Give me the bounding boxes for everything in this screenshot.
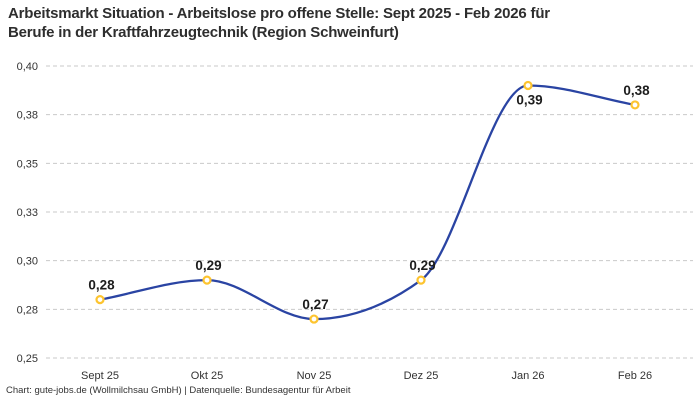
y-axis-tick-label: 0,35 [17,158,38,170]
y-axis-tick-label: 0,40 [17,61,38,73]
data-point-label: 0,27 [302,297,328,312]
chart-title: Arbeitsmarkt Situation - Arbeitslose pro… [8,4,550,42]
y-axis-tick-label: 0,33 [17,207,38,219]
data-point-marker[interactable] [630,100,640,110]
x-axis-tick-label: Jan 26 [511,370,544,382]
y-axis-tick-label: 0,25 [17,353,38,365]
y-axis-tick-label: 0,30 [17,256,38,268]
x-axis-tick-label: Okt 25 [191,370,223,382]
series-line [98,84,637,321]
y-axis-tick-label: 0,38 [17,110,38,122]
x-axis-tick-label: Dez 25 [404,370,439,382]
x-axis-tick-label: Nov 25 [297,370,332,382]
data-point-marker[interactable] [309,314,319,324]
data-point-label: 0,29 [409,258,435,273]
data-point-label: 0,39 [516,92,542,107]
data-point-marker[interactable] [202,275,212,285]
data-point-marker[interactable] [523,80,533,91]
x-axis-tick-label: Sept 25 [81,370,119,382]
data-point-marker[interactable] [416,275,426,285]
chart-title-line1: Arbeitsmarkt Situation - Arbeitslose pro… [8,5,550,22]
data-point-label: 0,28 [88,278,115,293]
y-axis-tick-label: 0,28 [17,304,38,316]
chart-attribution: Chart: gute-jobs.de (Wollmilchsau GmbH) … [6,385,351,396]
chart-title-line2: Berufe in der Kraftfahrzeugtechnik (Regi… [8,24,399,41]
x-axis-tick-label: Feb 26 [618,370,652,382]
data-point-marker[interactable] [95,295,105,305]
data-point-label: 0,29 [195,258,221,273]
data-point-label: 0,38 [623,83,650,98]
